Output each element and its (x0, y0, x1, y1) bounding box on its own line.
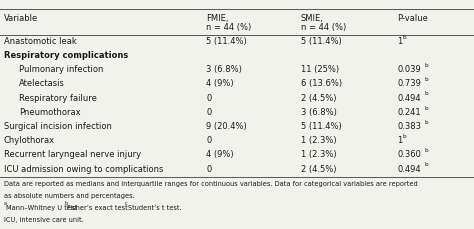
Text: c: c (125, 201, 128, 206)
Text: P-value: P-value (397, 14, 428, 23)
Text: 5 (11.4%): 5 (11.4%) (206, 37, 247, 46)
Text: b: b (424, 148, 428, 153)
Text: 3 (6.8%): 3 (6.8%) (301, 108, 337, 117)
Text: Respiratory complications: Respiratory complications (4, 51, 128, 60)
Text: Atelectasis: Atelectasis (19, 79, 65, 88)
Text: 1: 1 (397, 136, 402, 145)
Text: Chylothorax: Chylothorax (4, 136, 55, 145)
Text: Data are reported as medians and interquartile ranges for continuous variables. : Data are reported as medians and interqu… (4, 181, 418, 187)
Text: Mann–Whitney U test: Mann–Whitney U test (6, 205, 80, 211)
Text: 6 (13.6%): 6 (13.6%) (301, 79, 342, 88)
Text: n = 44 (%): n = 44 (%) (206, 23, 251, 33)
Text: 0.494: 0.494 (397, 93, 421, 103)
Text: b: b (424, 63, 428, 68)
Text: 0.739: 0.739 (397, 79, 421, 88)
Text: ICU admission owing to complications: ICU admission owing to complications (4, 164, 163, 174)
Text: b: b (402, 134, 406, 139)
Text: 0.241: 0.241 (397, 108, 421, 117)
Text: 0: 0 (206, 136, 211, 145)
Text: b: b (424, 77, 428, 82)
Text: 1 (2.3%): 1 (2.3%) (301, 150, 337, 159)
Text: b: b (402, 35, 406, 40)
Text: Surgical incision infection: Surgical incision infection (4, 122, 112, 131)
Text: 9 (20.4%): 9 (20.4%) (206, 122, 247, 131)
Text: 5 (11.4%): 5 (11.4%) (301, 122, 342, 131)
Text: 0.383: 0.383 (397, 122, 421, 131)
Text: FMIE,: FMIE, (206, 14, 228, 23)
Text: 0: 0 (206, 108, 211, 117)
Text: Variable: Variable (4, 14, 38, 23)
Text: b: b (64, 201, 68, 206)
Text: 5 (11.4%): 5 (11.4%) (301, 37, 342, 46)
Text: a: a (4, 201, 7, 206)
Text: 0: 0 (206, 164, 211, 174)
Text: 0.494: 0.494 (397, 164, 421, 174)
Text: Fisher’s exact test: Fisher’s exact test (67, 205, 130, 211)
Text: n = 44 (%): n = 44 (%) (301, 23, 346, 33)
Text: Anastomotic leak: Anastomotic leak (4, 37, 76, 46)
Text: 0.360: 0.360 (397, 150, 421, 159)
Text: Pneumothorax: Pneumothorax (19, 108, 81, 117)
Text: 0.039: 0.039 (397, 65, 421, 74)
Text: b: b (424, 91, 428, 96)
Text: 4 (9%): 4 (9%) (206, 150, 234, 159)
Text: 1: 1 (397, 37, 402, 46)
Text: b: b (424, 162, 428, 167)
Text: 11 (25%): 11 (25%) (301, 65, 339, 74)
Text: Pulmonary infection: Pulmonary infection (19, 65, 103, 74)
Text: b: b (424, 106, 428, 111)
Text: 2 (4.5%): 2 (4.5%) (301, 93, 337, 103)
Text: Recurrent laryngeal nerve injury: Recurrent laryngeal nerve injury (4, 150, 141, 159)
Text: 3 (6.8%): 3 (6.8%) (206, 65, 242, 74)
Text: 4 (9%): 4 (9%) (206, 79, 234, 88)
Text: b: b (424, 120, 428, 125)
Text: as absolute numbers and percentages.: as absolute numbers and percentages. (4, 193, 135, 199)
Text: ICU, intensive care unit.: ICU, intensive care unit. (4, 217, 83, 223)
Text: 1 (2.3%): 1 (2.3%) (301, 136, 337, 145)
Text: SMIE,: SMIE, (301, 14, 324, 23)
Text: 2 (4.5%): 2 (4.5%) (301, 164, 337, 174)
Text: Student’s t test.: Student’s t test. (128, 205, 181, 211)
Text: Respiratory failure: Respiratory failure (19, 93, 97, 103)
Text: 0: 0 (206, 93, 211, 103)
